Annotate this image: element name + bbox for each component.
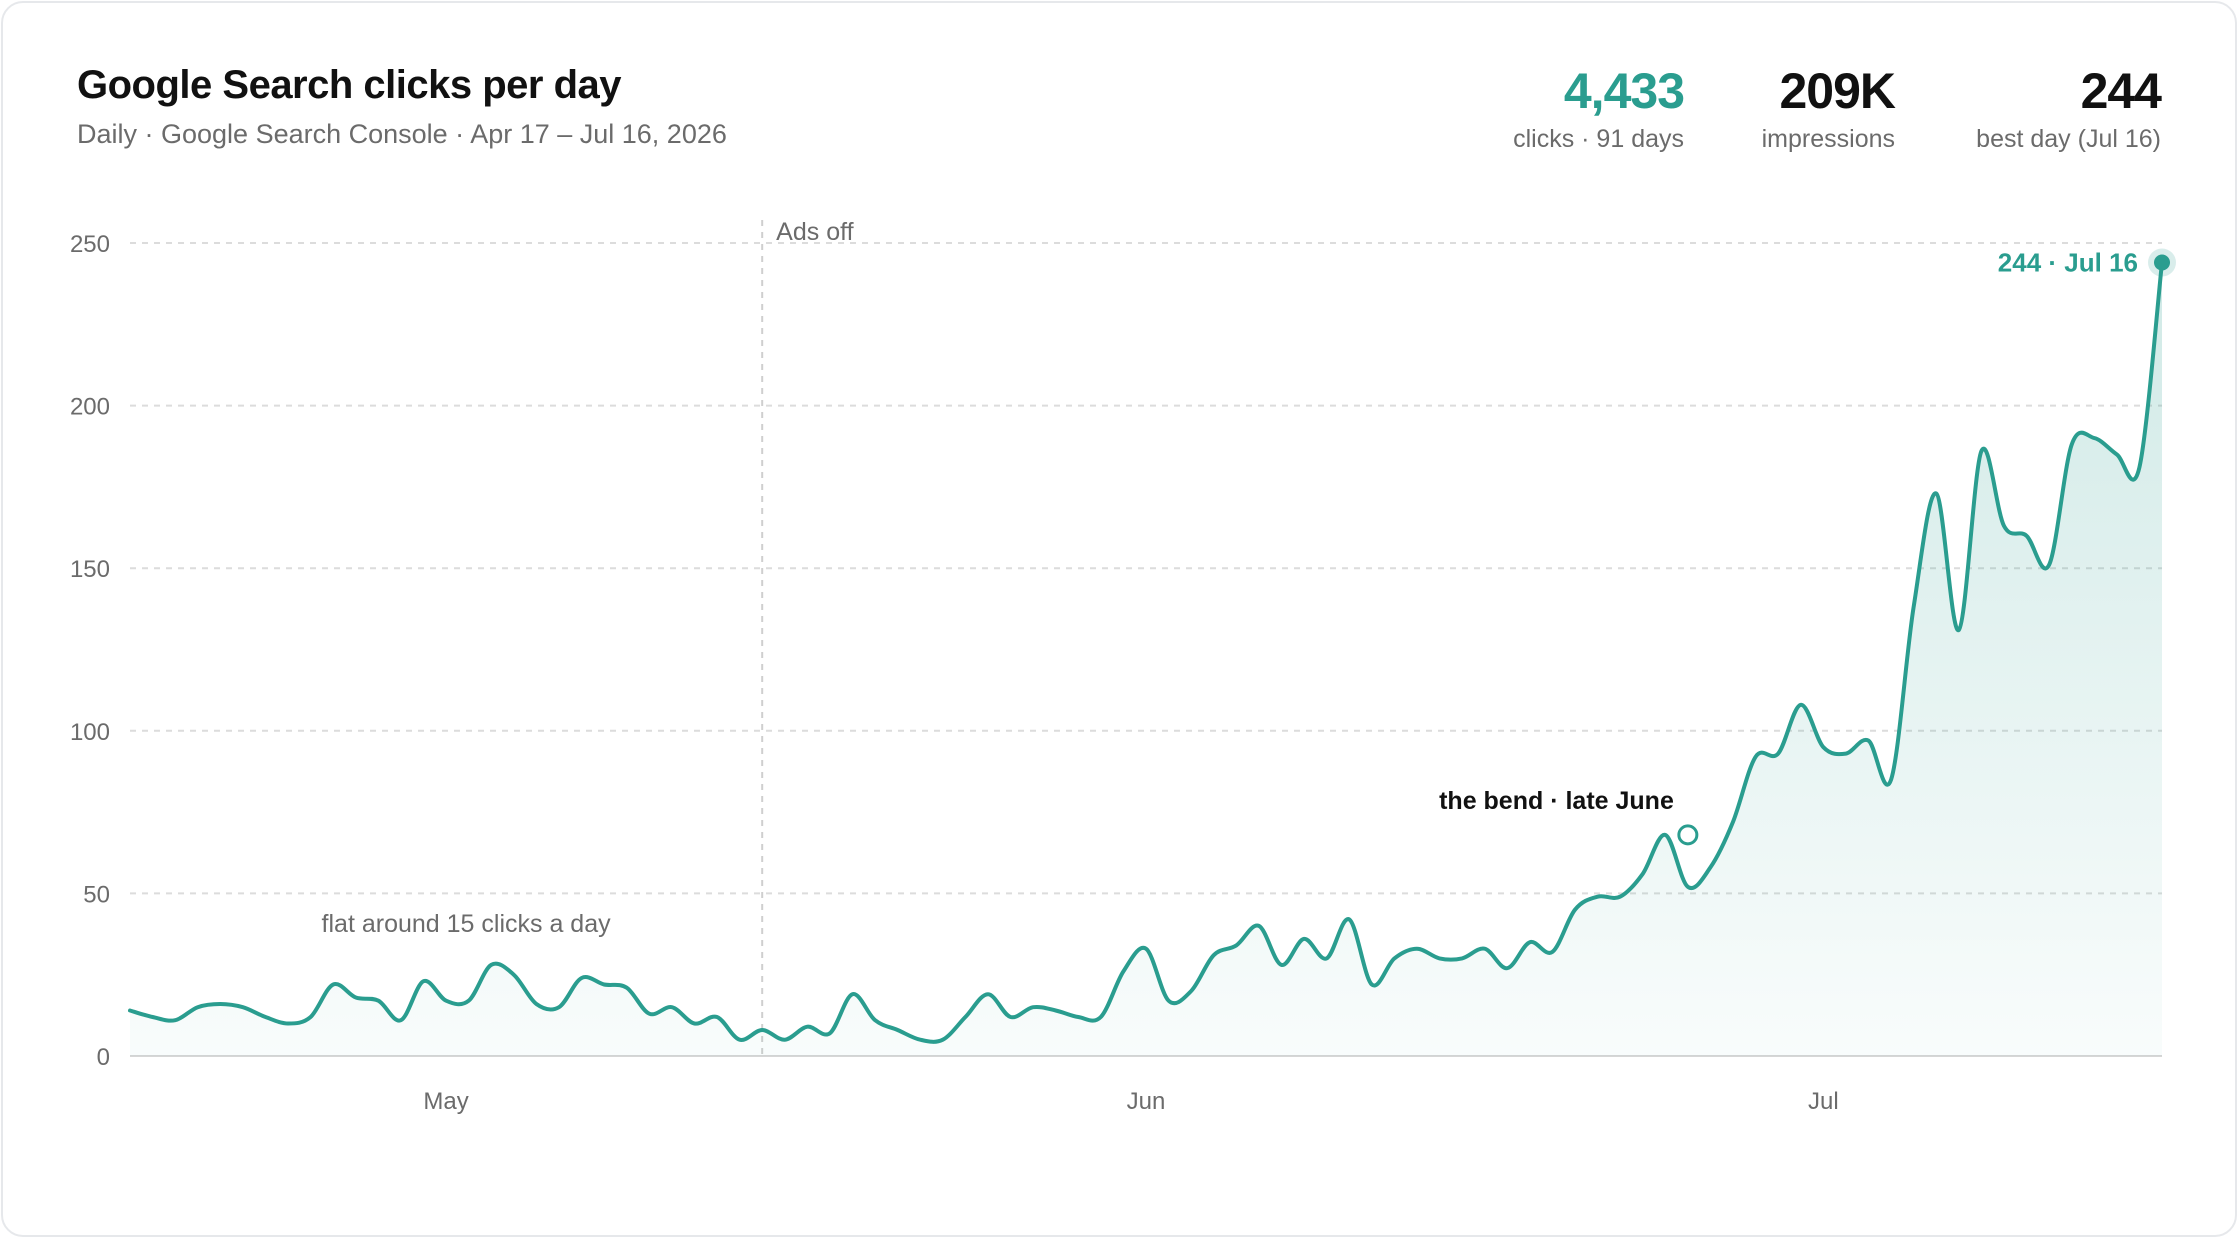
bend-marker [1677,824,1699,846]
series-line [128,260,2164,1044]
x-tick-label: Jun [1127,1088,1166,1115]
stat-impressions: 209K impressions [1761,61,1896,154]
stat-label: best day (Jul 16) [1976,125,2161,153]
stat-value: 209K [1779,63,1896,119]
y-tick-label: 250 [70,231,110,258]
chart-subtitle: Daily · Google Search Console · Apr 17 –… [77,119,727,149]
bend-label: the bend · late June [1439,787,1674,815]
y-tick-label: 50 [83,881,110,908]
peak-label: 244 · Jul 16 [1998,248,2138,278]
stat-total-clicks: 4,433 clicks · 91 days [1513,61,1685,154]
series-area [130,262,2162,1056]
stat-label: clicks · 91 days [1513,125,1684,153]
chart-title: Google Search clicks per day [77,63,622,107]
stat-best-day: 244 best day (Jul 16) [1976,61,2162,154]
y-tick-label: 100 [70,719,110,746]
stat-value: 244 [2080,63,2162,119]
peak-marker [2154,254,2170,271]
y-tick-label: 200 [70,394,110,421]
ads-off-label: Ads off [776,218,853,246]
x-tick-label: Jul [1808,1088,1839,1115]
x-tick-label: May [423,1088,468,1115]
stat-value: 4,433 [1563,63,1685,119]
y-tick-label: 150 [70,556,110,583]
stat-label: impressions [1761,125,1895,153]
flat-period-note: flat around 15 clicks a day [322,910,612,938]
y-tick-label: 0 [97,1044,110,1071]
